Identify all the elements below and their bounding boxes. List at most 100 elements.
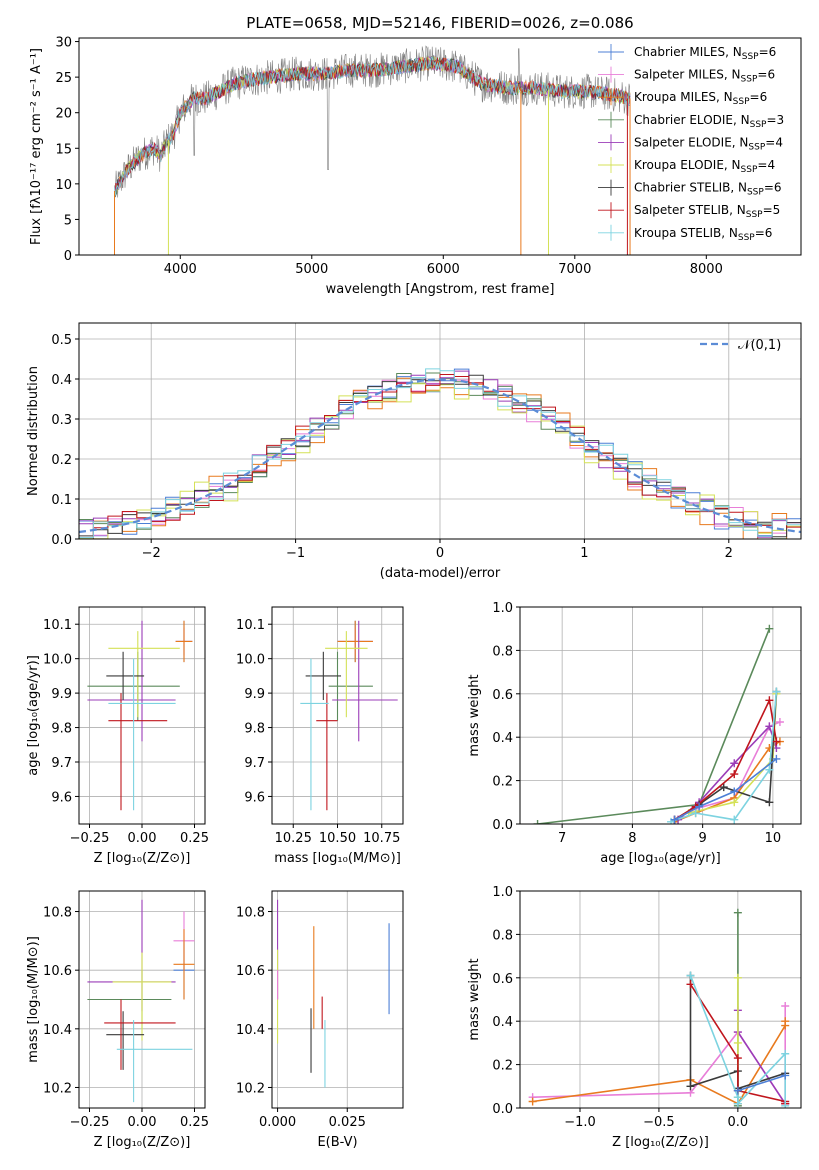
weight-marker (691, 809, 700, 818)
y-tick-label: 10.2 (43, 1081, 72, 1096)
data-point (175, 620, 193, 663)
axes-frame (519, 890, 802, 1109)
weight-marker (765, 765, 774, 774)
data-point (108, 658, 176, 811)
weight-marker (670, 815, 679, 824)
y-tick-label: 1.0 (492, 601, 513, 616)
weight-marker (730, 770, 739, 779)
data-point (325, 631, 368, 718)
weight-lines (528, 908, 790, 1108)
weight-line (737, 1010, 786, 1105)
age-vs-metallicity-panel: −0.25 0.00 0.25 9.6 9.7 9.8 9.9 10.0 10.1 Z [log₁… (26, 606, 209, 866)
data-point (106, 651, 145, 700)
x-tick-label: 8 (628, 831, 636, 846)
model-spectrum-line (114, 57, 631, 196)
x-tick-label: 0.025 (329, 1115, 366, 1130)
y-tick-label: 9.8 (244, 722, 265, 737)
y-tick-label: 25 (55, 71, 72, 86)
x-axis-label: wavelength [Angstrom, rest frame] (326, 282, 555, 297)
axes-frame (519, 606, 802, 825)
y-tick-label: 5 (64, 213, 72, 228)
weight-vs-age-panel: 7 8 9 10 0.0 0.2 0.4 0.6 0.8 1.0 age [log₁₀(age/yr… (467, 601, 802, 866)
x-tick-label: −2 (142, 546, 161, 561)
weight-marker (730, 798, 739, 807)
data-point (337, 620, 373, 663)
y-tick-label: 0.6 (492, 688, 513, 703)
y-tick-label: 0.0 (492, 818, 513, 833)
y-axis-label: mass weight (467, 958, 482, 1040)
model-spectrum-line (114, 56, 631, 196)
weight-marker (733, 908, 742, 917)
y-tick-label: 0.4 (492, 1015, 513, 1030)
y-tick-label: 30 (55, 36, 72, 51)
residual-histogram (79, 368, 801, 539)
data-point (87, 899, 176, 1012)
data-point (332, 620, 398, 742)
x-tick-label: 0.25 (180, 1115, 209, 1130)
y-tick-label: 0.3 (51, 413, 72, 428)
y-tick-label: 0.2 (51, 453, 72, 468)
y-tick-label: 10.6 (236, 964, 265, 979)
y-tick-label: 10.1 (43, 618, 72, 633)
y-tick-label: 0.2 (492, 775, 513, 790)
x-tick-label: −1 (286, 546, 305, 561)
legend-label: 𝒩(0,1) (738, 338, 781, 353)
weight-marker (730, 787, 739, 796)
x-tick-label: −1.0 (564, 1115, 596, 1130)
data-point (108, 693, 168, 811)
legend-label: Chabrier ELODIE, NSSP=3 (634, 113, 784, 130)
y-tick-label: 9.9 (51, 687, 72, 702)
y-tick-label: 9.6 (244, 790, 265, 805)
x-tick-label: 0.00 (128, 831, 157, 846)
x-axis-label: age [log₁₀(age/yr)] (600, 851, 721, 866)
x-tick-label: 6000 (427, 262, 460, 277)
legend-label: Salpeter ELODIE, NSSP=4 (634, 135, 783, 152)
weight-marker (772, 687, 781, 696)
weight-marker (765, 624, 774, 633)
weight-marker (686, 971, 695, 980)
weight-marker (533, 820, 542, 824)
y-tick-label: 10.8 (236, 906, 265, 921)
residual-histogram (79, 383, 801, 539)
data-point (87, 970, 172, 1029)
y-tick-label: 10.2 (236, 1081, 265, 1096)
residuals-panel: −2 −1 0 1 2 0.0 0.1 0.2 0.3 0.4 0.5 (data-model)/er… (26, 322, 802, 581)
y-tick-label: 0.1 (51, 493, 72, 508)
data-point (173, 929, 195, 1000)
normal-reference-curve (79, 378, 801, 534)
y-tick-label: 0.2 (492, 1059, 513, 1074)
y-tick-label: 9.7 (51, 756, 72, 771)
y-tick-label: 0.4 (492, 731, 513, 746)
x-axis-label: E(B-V) (317, 1135, 357, 1150)
x-tick-label: 2 (725, 546, 733, 561)
x-tick-label: 10.50 (319, 831, 356, 846)
y-tick-label: 0.0 (492, 1102, 513, 1117)
x-tick-label: 8000 (690, 262, 723, 277)
weight-marker (730, 759, 739, 768)
x-tick-label: 0 (436, 546, 444, 561)
y-tick-label: 0 (64, 249, 72, 264)
y-tick-label: 9.9 (244, 687, 265, 702)
y-tick-label: 0.6 (492, 972, 513, 987)
weight-marker (781, 1071, 790, 1080)
x-tick-label: 0.25 (180, 831, 209, 846)
weight-lines (533, 624, 784, 824)
weight-vs-metallicity-panel: −1.0 −0.5 0.0 0.0 0.2 0.4 0.6 0.8 1.0 Z [log₁₀(Z/… (467, 885, 802, 1150)
axes-frame (78, 322, 802, 540)
x-tick-label: 4000 (164, 262, 197, 277)
x-tick-label: 10.75 (363, 831, 400, 846)
weight-marker (781, 1017, 790, 1026)
weight-marker (733, 1054, 742, 1063)
spectrum-panel: PLATE=0658, MJD=52146, FIBERID=0026, z=0… (29, 14, 802, 297)
y-tick-label: 0.4 (51, 373, 72, 388)
x-axis-label: mass [log₁₀(M/M⊙)] (274, 851, 401, 866)
weight-line (737, 1074, 786, 1092)
data-point (116, 1020, 193, 1103)
weight-marker (772, 754, 781, 763)
axes-frame (271, 890, 404, 1109)
mass-vs-metallicity-panel: −0.25 0.00 0.25 10.2 10.4 10.6 10.8 Z [log₁₀(Z/… (26, 890, 209, 1150)
data-point (112, 952, 172, 1041)
y-tick-label: 10.4 (236, 1023, 265, 1038)
y-tick-label: 20 (55, 107, 72, 122)
